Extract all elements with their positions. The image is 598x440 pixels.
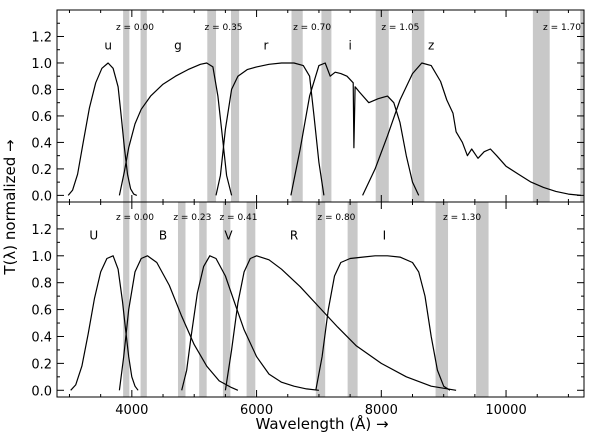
filter-label-r: r bbox=[263, 39, 268, 53]
redshift-label-bottom-0: z = 0.00 bbox=[116, 213, 154, 223]
filter-curve-r bbox=[215, 62, 325, 196]
filter-label-V: V bbox=[224, 229, 233, 243]
redshift-band-bottom-2-1 bbox=[246, 202, 256, 397]
y-tick-label-top-4: 0.8 bbox=[31, 83, 52, 98]
y-tick-label-bottom-5: 1.0 bbox=[31, 250, 52, 265]
redshift-band-top-1-0 bbox=[207, 10, 217, 202]
filter-label-i: i bbox=[348, 39, 351, 53]
y-axis-label: T(λ) normalized → bbox=[1, 139, 19, 275]
top-panel-sdss-ugriz: z = 0.00 z = 0.35 z = 0.70 z = 1.05 z = 1.70… bbox=[31, 9, 585, 204]
filter-curve-B bbox=[118, 255, 239, 391]
x-tick-label-3: 10000 bbox=[485, 403, 526, 418]
y-tick-label-bottom-3: 0.6 bbox=[31, 304, 52, 319]
filter-label-I: I bbox=[383, 229, 387, 243]
bottom-panel-ubvri: z = 0.00 z = 0.23 z = 0.41 z = 0.80 z = 1.30… bbox=[31, 201, 585, 418]
redshift-band-bottom-1-1 bbox=[199, 202, 207, 397]
redshift-label-top-3: z = 1.05 bbox=[381, 23, 419, 33]
redshift-band-top-3-0 bbox=[375, 10, 389, 202]
redshift-band-bottom-2-0 bbox=[222, 202, 231, 397]
redshift-label-bottom-1: z = 0.23 bbox=[173, 213, 211, 223]
y-tick-label-top-3: 0.6 bbox=[31, 110, 52, 125]
redshift-label-bottom-3: z = 0.80 bbox=[317, 213, 355, 223]
filter-curve-i bbox=[290, 62, 420, 196]
redshift-band-top-4-0 bbox=[532, 10, 550, 202]
filter-curve-z bbox=[362, 62, 581, 196]
redshift-label-top-4: z = 1.70 bbox=[543, 23, 581, 33]
redshift-band-bottom-0-1 bbox=[140, 202, 147, 397]
filter-curve-g bbox=[118, 62, 233, 196]
y-tick-label-top-2: 0.4 bbox=[31, 136, 52, 151]
filter-curve-I bbox=[315, 255, 451, 391]
redshift-band-bottom-3-1 bbox=[347, 202, 358, 397]
x-tick-label-0: 4000 bbox=[115, 403, 148, 418]
redshift-band-bottom-0-0 bbox=[123, 202, 130, 397]
redshift-band-top-2-1 bbox=[321, 10, 332, 202]
filter-label-B: B bbox=[159, 229, 167, 243]
filter-curve-u bbox=[67, 62, 138, 196]
redshift-band-bottom-1-0 bbox=[177, 202, 186, 397]
redshift-label-top-2: z = 0.70 bbox=[293, 23, 331, 33]
x-tick-label-1: 6000 bbox=[240, 403, 273, 418]
filter-curve-R bbox=[224, 255, 457, 391]
filter-curve-U bbox=[70, 255, 139, 391]
redshift-label-top-1: z = 0.35 bbox=[205, 23, 243, 33]
redshift-band-top-3-1 bbox=[411, 10, 425, 202]
x-tick-label-2: 8000 bbox=[365, 403, 398, 418]
y-tick-label-bottom-1: 0.2 bbox=[31, 357, 52, 372]
y-tick-label-top-5: 1.0 bbox=[31, 57, 52, 72]
redshift-band-top-0-0 bbox=[123, 10, 130, 202]
filter-label-R: R bbox=[290, 229, 298, 243]
y-tick-label-bottom-2: 0.4 bbox=[31, 330, 52, 345]
redshift-label-bottom-4: z = 1.30 bbox=[443, 213, 481, 223]
redshift-label-top-0: z = 0.00 bbox=[116, 23, 154, 33]
filter-label-U: U bbox=[89, 229, 98, 243]
redshift-band-top-4-1 bbox=[580, 10, 584, 202]
y-tick-label-bottom-4: 0.8 bbox=[31, 277, 52, 292]
plot-frame-bottom bbox=[56, 201, 585, 398]
redshift-band-bottom-4-0 bbox=[435, 202, 449, 397]
x-axis-label: Wavelength (Å) → bbox=[255, 414, 388, 433]
filter-curve-V bbox=[181, 255, 319, 391]
filter-label-z: z bbox=[428, 39, 434, 53]
redshift-band-top-2-0 bbox=[291, 10, 303, 202]
filter-label-u: u bbox=[104, 39, 112, 53]
redshift-band-bottom-3-0 bbox=[315, 202, 326, 397]
y-tick-label-bottom-6: 1.2 bbox=[31, 223, 52, 238]
redshift-label-bottom-2: z = 0.41 bbox=[219, 213, 257, 223]
y-tick-label-bottom-0: 0.0 bbox=[31, 384, 52, 399]
filter-label-g: g bbox=[174, 39, 182, 53]
y-tick-label-top-1: 0.2 bbox=[31, 163, 52, 178]
y-tick-label-top-0: 0.0 bbox=[31, 189, 52, 204]
y-tick-label-top-6: 1.2 bbox=[31, 30, 52, 45]
redshift-band-top-1-1 bbox=[231, 10, 240, 202]
redshift-band-bottom-4-1 bbox=[476, 202, 489, 397]
